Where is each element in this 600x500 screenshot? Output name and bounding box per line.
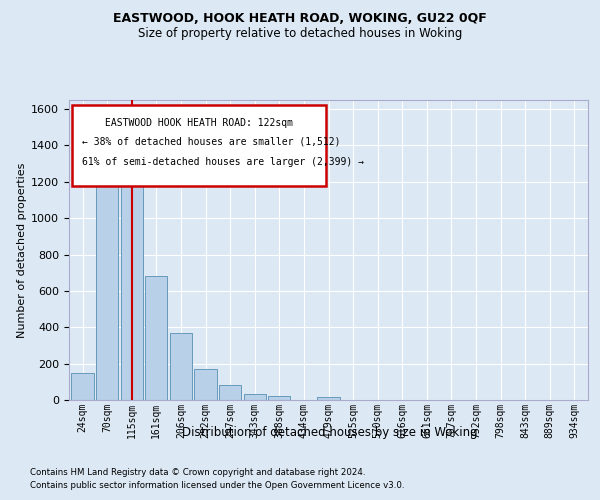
Text: 61% of semi-detached houses are larger (2,399) →: 61% of semi-detached houses are larger (… — [82, 157, 364, 167]
Bar — [121, 172, 143, 400]
Text: ← 38% of detached houses are smaller (1,512): ← 38% of detached houses are smaller (1,… — [82, 136, 340, 146]
Text: EASTWOOD, HOOK HEATH ROAD, WOKING, GU22 0QF: EASTWOOD, HOOK HEATH ROAD, WOKING, GU22 … — [113, 12, 487, 26]
Bar — [194, 369, 217, 400]
Bar — [170, 332, 192, 400]
Bar — [244, 394, 266, 400]
Text: Distribution of detached houses by size in Woking: Distribution of detached houses by size … — [182, 426, 478, 439]
FancyBboxPatch shape — [71, 104, 326, 186]
Y-axis label: Number of detached properties: Number of detached properties — [17, 162, 27, 338]
Bar — [71, 372, 94, 400]
Text: Contains HM Land Registry data © Crown copyright and database right 2024.: Contains HM Land Registry data © Crown c… — [30, 468, 365, 477]
Text: Size of property relative to detached houses in Woking: Size of property relative to detached ho… — [138, 28, 462, 40]
Bar — [317, 398, 340, 400]
Text: Contains public sector information licensed under the Open Government Licence v3: Contains public sector information licen… — [30, 482, 404, 490]
Text: EASTWOOD HOOK HEATH ROAD: 122sqm: EASTWOOD HOOK HEATH ROAD: 122sqm — [105, 118, 293, 128]
Bar — [268, 396, 290, 400]
Bar — [145, 276, 167, 400]
Bar — [96, 186, 118, 400]
Bar — [219, 384, 241, 400]
